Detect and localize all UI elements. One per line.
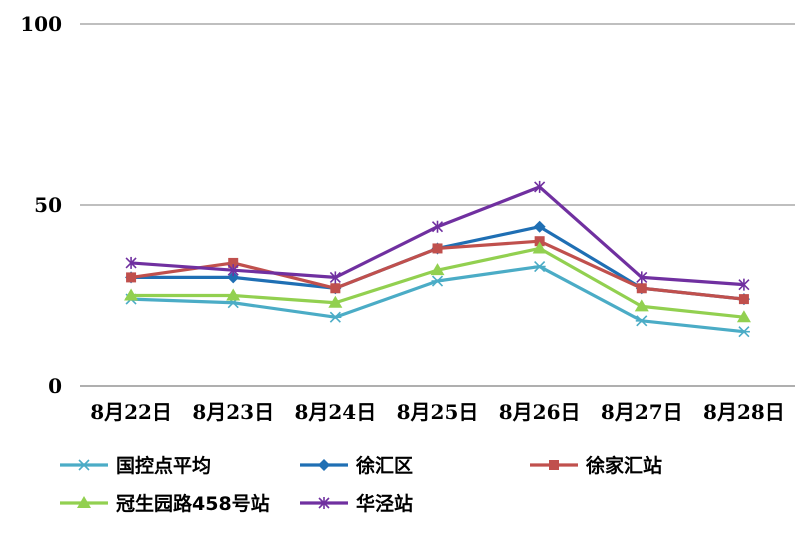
data-point	[533, 220, 546, 233]
data-point	[738, 278, 750, 291]
legend-label: 冠生园路458号站	[116, 492, 270, 515]
data-point	[430, 263, 445, 276]
x-tick-label: 8月28日	[703, 400, 785, 424]
data-point	[431, 220, 444, 233]
x-tick-label: 8月25日	[397, 400, 479, 424]
legend-marker	[318, 497, 330, 509]
series-group	[124, 180, 751, 338]
data-point	[126, 272, 137, 283]
data-point	[533, 260, 546, 273]
data-point	[329, 271, 341, 284]
data-point	[228, 257, 239, 268]
x-tick-label: 8月22日	[90, 400, 172, 424]
x-axis-ticks: 8月22日 8月23日 8月24日 8月25日 8月26日 8月27日 8月28日	[90, 400, 785, 424]
legend-label: 国控点平均	[116, 454, 211, 477]
data-point	[636, 283, 647, 294]
data-point	[432, 243, 443, 254]
data-point	[227, 264, 239, 277]
x-tick-label: 8月23日	[192, 400, 274, 424]
data-point	[328, 295, 343, 308]
legend-marker	[549, 460, 559, 470]
series-0	[125, 260, 750, 338]
data-point	[534, 236, 545, 247]
legend-item: 国控点平均	[60, 454, 211, 477]
y-tick-label: 0	[48, 374, 62, 398]
data-point	[532, 241, 547, 254]
legend-label: 徐汇区	[355, 454, 413, 477]
y-axis-ticks: 0 50 100	[20, 12, 62, 398]
data-point	[227, 271, 240, 284]
data-point	[330, 283, 341, 294]
y-tick-label: 100	[20, 12, 62, 36]
data-point	[534, 180, 546, 193]
legend-item: 华泾站	[300, 492, 413, 515]
data-point	[634, 299, 649, 312]
series-3	[124, 241, 751, 323]
legend-marker	[78, 459, 90, 471]
data-point	[737, 326, 750, 338]
data-point	[125, 256, 137, 269]
data-point	[635, 315, 648, 327]
legend-item: 徐汇区	[300, 454, 413, 477]
data-point	[226, 288, 241, 301]
legend-label: 华泾站	[356, 492, 413, 515]
legend-marker	[77, 496, 91, 508]
data-point	[738, 294, 749, 305]
data-point	[431, 275, 444, 287]
series-2	[126, 236, 749, 305]
x-tick-label: 8月24日	[294, 400, 376, 424]
x-tick-label: 8月27日	[601, 400, 683, 424]
data-point	[736, 310, 751, 323]
data-point	[329, 311, 342, 323]
series-1	[125, 220, 750, 306]
x-tick-label: 8月26日	[499, 400, 581, 424]
series-4	[125, 180, 750, 291]
data-point	[636, 271, 648, 284]
y-tick-label: 50	[34, 193, 62, 217]
legend-item: 徐家汇站	[530, 454, 662, 477]
legend-label: 徐家汇站	[585, 454, 662, 477]
series-line	[131, 246, 745, 319]
gridlines	[80, 23, 795, 387]
legend-marker	[318, 459, 330, 471]
data-point	[124, 288, 139, 301]
legend-item: 冠生园路458号站	[60, 492, 270, 515]
